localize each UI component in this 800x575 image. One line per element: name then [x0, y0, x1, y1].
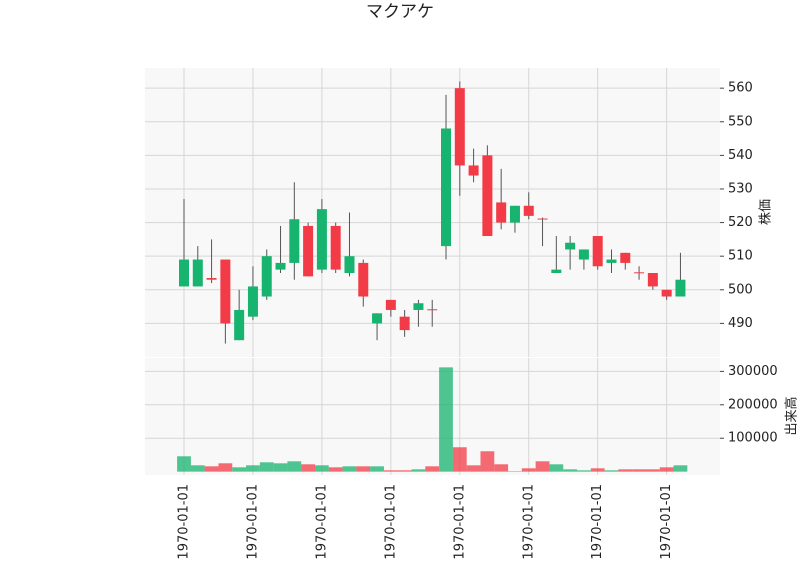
volume-bar	[177, 456, 191, 472]
volume-panel	[145, 358, 720, 475]
volume-bar	[618, 469, 633, 472]
volume-bar	[315, 465, 329, 472]
volume-tick-label: 200000	[728, 397, 778, 412]
candle-body	[565, 242, 576, 250]
y-axis-label: 株価	[759, 199, 774, 225]
candle-body	[468, 165, 479, 176]
candle-body	[261, 256, 272, 297]
candle-body	[372, 313, 383, 324]
volume-tick-label: 300000	[728, 364, 778, 379]
candle-body	[303, 225, 314, 277]
volume-bar	[563, 469, 578, 472]
candle-body	[289, 219, 300, 263]
candle-body	[523, 205, 534, 216]
x-tick-label: 1970-01-01	[177, 484, 192, 560]
volume-bar	[301, 464, 316, 472]
candle-body	[482, 155, 493, 237]
candle-body	[344, 256, 355, 273]
volume-bar	[425, 466, 440, 472]
volume-bar	[411, 469, 426, 472]
volume-bar	[232, 467, 247, 472]
candle-body	[399, 316, 410, 331]
candle-body	[441, 128, 452, 247]
candle-body	[234, 309, 245, 341]
volume-bar	[577, 470, 591, 472]
volume-bar	[604, 470, 619, 472]
candle-body	[179, 259, 189, 287]
volume-bar	[259, 462, 274, 472]
candle-body	[620, 252, 631, 263]
y-tick-label: 500	[728, 282, 753, 297]
y-tick-label: 510	[728, 249, 753, 264]
candle-body	[661, 289, 672, 297]
y-tick-label: 550	[728, 114, 753, 129]
volume-bar	[204, 466, 219, 472]
volume-bar	[356, 466, 371, 472]
candle-body	[358, 262, 369, 297]
candle-body	[496, 202, 507, 223]
volume-bar	[328, 467, 343, 472]
candle-body	[578, 249, 589, 260]
volume-bar	[452, 447, 467, 472]
candle-body	[551, 269, 562, 273]
volume-bar	[287, 461, 302, 472]
volume-bar	[370, 466, 384, 472]
volume-bar	[218, 463, 233, 472]
volume-bar	[439, 367, 453, 472]
x-tick-label: 1970-01-01	[590, 484, 605, 560]
volume-bar	[645, 469, 660, 472]
y-tick-label: 560	[728, 81, 753, 96]
volume-bar	[494, 464, 509, 472]
candle-body	[220, 259, 231, 324]
candle-body	[330, 225, 341, 270]
volume-bar	[383, 470, 398, 472]
candle-body	[275, 262, 286, 270]
volume-bar	[190, 465, 205, 472]
y-tick-label: 540	[728, 148, 753, 163]
candle-body	[316, 209, 327, 270]
volume-bar	[659, 467, 674, 472]
candle-body	[413, 303, 424, 310]
volume-bar	[466, 465, 481, 472]
volume-bar	[590, 468, 605, 472]
candle-body	[247, 286, 258, 317]
volume-bar	[632, 469, 646, 472]
volume-bar	[480, 451, 495, 472]
candle-body	[592, 236, 603, 267]
candle-body	[192, 259, 203, 287]
x-tick-label: 1970-01-01	[245, 484, 260, 560]
volume-bar	[397, 470, 412, 472]
volume-bar	[521, 468, 536, 472]
candle-body	[537, 218, 548, 220]
volume-bar	[673, 465, 688, 472]
volume-bar	[535, 461, 550, 472]
candle-body	[509, 205, 520, 223]
x-tick-label: 1970-01-01	[452, 484, 467, 560]
volume-axis-label: 出来高	[784, 396, 800, 435]
candle-body	[427, 309, 438, 311]
volume-tick-label: 100000	[728, 431, 778, 446]
volume-bar	[342, 466, 357, 472]
y-tick-label: 530	[728, 181, 753, 196]
y-tick-label: 490	[728, 316, 753, 331]
x-tick-label: 1970-01-01	[383, 484, 398, 560]
candle-body	[206, 278, 217, 280]
candle-body	[606, 259, 617, 263]
candle-body	[647, 272, 658, 287]
volume-bar	[508, 471, 522, 472]
chart-title: マクアケ	[366, 2, 434, 22]
x-tick-label: 1970-01-01	[521, 484, 536, 560]
volume-bar	[549, 464, 564, 472]
candle-body	[675, 279, 686, 297]
candle-body	[454, 88, 465, 166]
x-tick-label: 1970-01-01	[314, 484, 329, 560]
candle-body	[634, 272, 645, 274]
x-tick-label: 1970-01-01	[659, 484, 674, 560]
volume-bar	[273, 463, 288, 472]
candle-body	[385, 299, 396, 310]
volume-bar	[246, 465, 260, 472]
y-tick-label: 520	[728, 215, 753, 230]
